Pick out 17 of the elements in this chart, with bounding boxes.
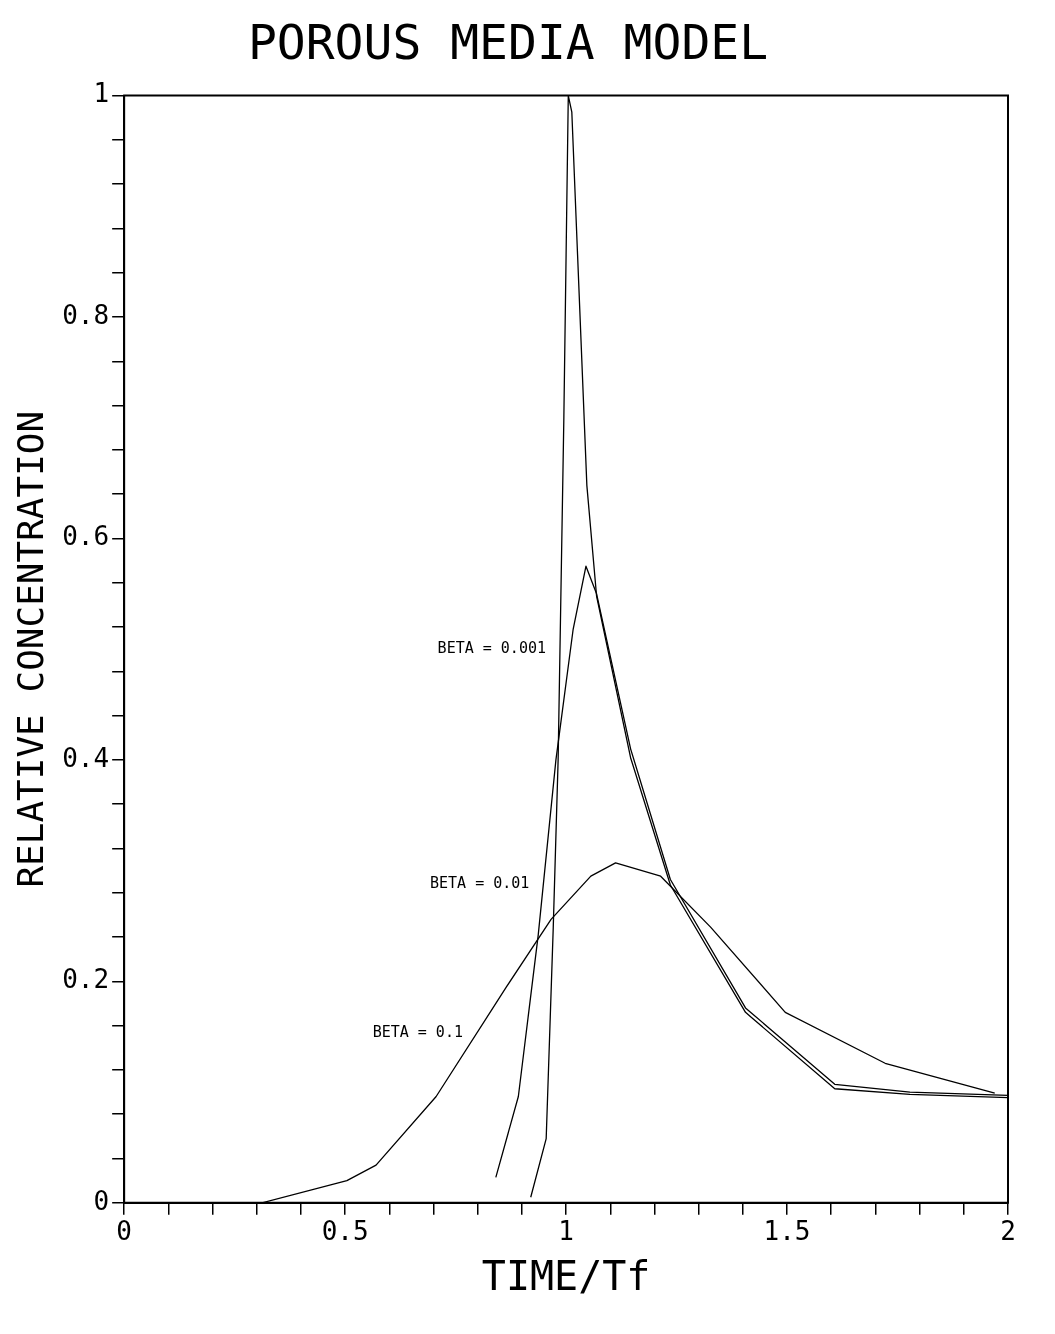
y-tick-label: 0.4 [62,742,110,773]
y-tick-label: 0.6 [62,521,110,552]
x-tick-label: 2 [1000,1216,1016,1247]
x-tick-label: 1.5 [763,1216,811,1247]
series-label: BETA = 0.001 [437,639,546,658]
y-tick-label: 0.2 [62,964,110,995]
y-tick-label: 0 [93,1185,110,1216]
chart-title: POROUS MEDIA MODEL [247,14,769,71]
series-label: BETA = 0.01 [429,874,530,893]
x-axis-title: TIME/Tf [481,1253,651,1300]
y-tick-label: 0.8 [62,299,110,330]
x-tick-label: 1 [558,1216,574,1247]
y-tick-label: 1 [93,78,110,109]
series-label: BETA = 0.1 [372,1022,463,1041]
y-axis-title: RELATIVE CONCENTRATION [9,410,51,888]
x-tick-label: 0.5 [321,1216,369,1247]
x-tick-label: 0 [116,1216,132,1247]
